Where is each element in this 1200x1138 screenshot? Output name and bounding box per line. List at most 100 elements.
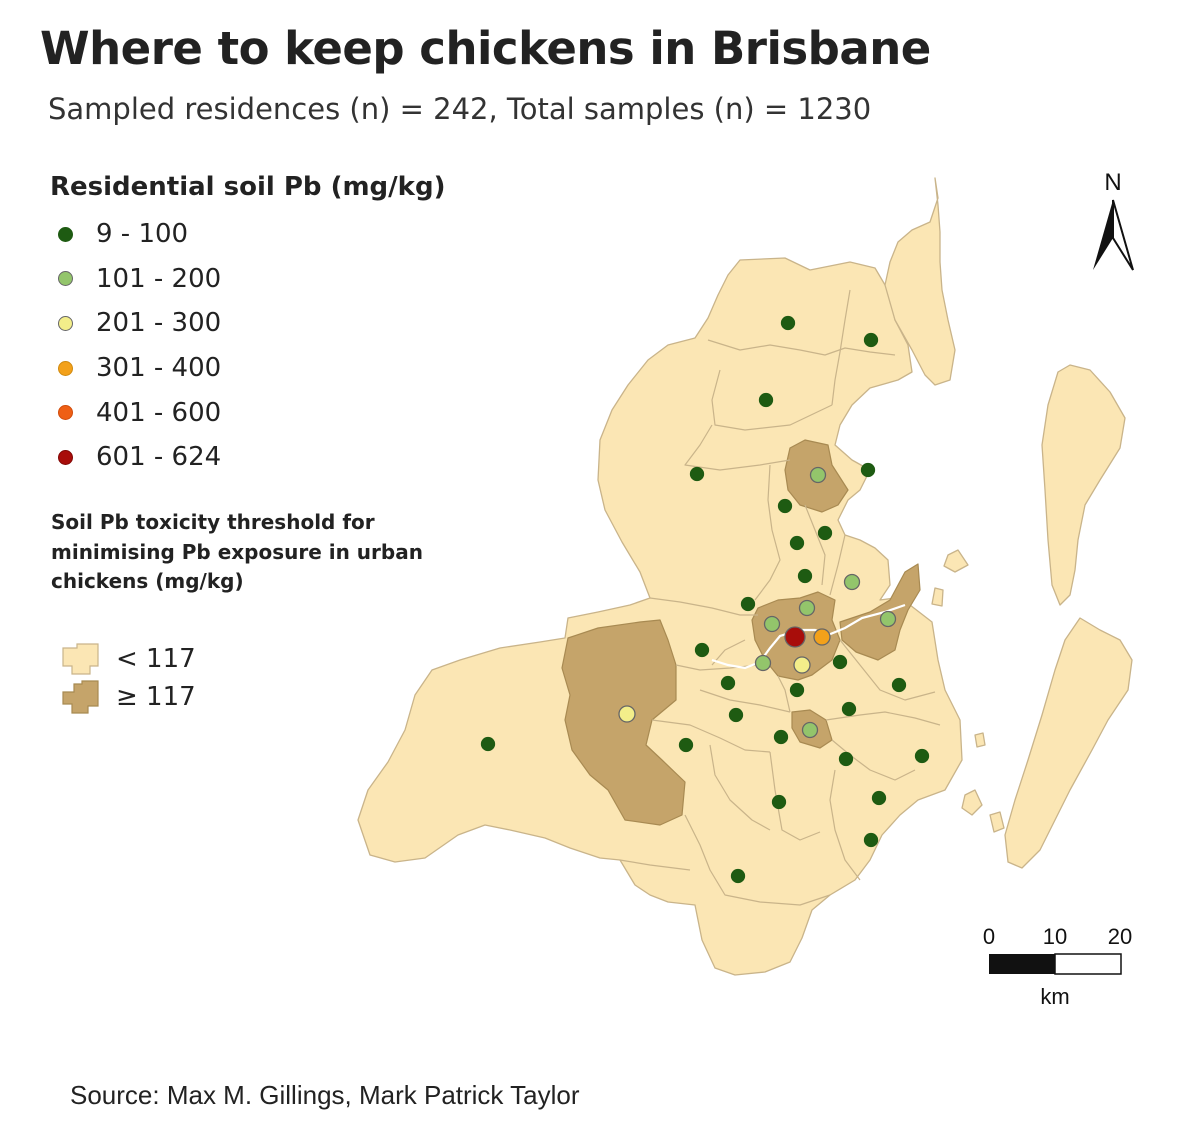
sample-point [871, 790, 887, 806]
sample-point [754, 654, 772, 672]
sample-point [773, 729, 789, 745]
sample-point [730, 868, 746, 884]
sample-point [784, 626, 806, 648]
scale-bar-white [1054, 953, 1122, 975]
sample-point [879, 610, 897, 628]
legend-dot-401-600 [58, 405, 73, 421]
mainland-region [357, 257, 963, 976]
threshold-legend-title: Soil Pb toxicity threshold for minimisin… [51, 510, 423, 593]
legend-label: 9 - 100 [96, 219, 189, 250]
map-title: Where to keep chickens in Brisbane [40, 22, 931, 75]
boundary [675, 664, 759, 671]
legend-dot-201-300 [58, 315, 73, 331]
sample-point [740, 596, 756, 612]
legend-item-101-200: 101 - 200 [58, 257, 221, 302]
suburb-boundaries [619, 289, 941, 906]
sample-point [618, 705, 636, 723]
boundary [754, 464, 781, 601]
legend-dot-101-200 [58, 271, 73, 287]
sample-point [817, 525, 833, 541]
sample-point [891, 677, 907, 693]
sample-point [798, 599, 816, 617]
boundary [769, 751, 821, 841]
boundary [684, 814, 831, 906]
north-label: N [1104, 169, 1121, 196]
threshold-legend: < 117 ≥ 117 [60, 640, 196, 716]
moreton-island-region [1041, 364, 1126, 606]
sample-point [777, 498, 793, 514]
sample-point [789, 682, 805, 698]
sample-point [480, 736, 496, 752]
sample-point [758, 392, 774, 408]
sample-points [480, 315, 930, 884]
boundary [707, 339, 896, 356]
boundary [839, 639, 936, 701]
boundary [831, 739, 916, 781]
above-threshold-swatch [62, 680, 99, 714]
bay-island [931, 587, 944, 607]
sample-point [678, 737, 694, 753]
boundary [651, 719, 771, 753]
legend-item-201-300: 201 - 300 [58, 301, 221, 346]
legend-item-below-threshold: < 117 [60, 640, 196, 678]
sample-point [728, 707, 744, 723]
sample-point [797, 568, 813, 584]
land-regions [357, 177, 1133, 976]
bay-island [943, 549, 969, 573]
sample-point [863, 332, 879, 348]
source-credit: Source: Max M. Gillings, Mark Patrick Ta… [70, 1080, 580, 1110]
legend-label: 101 - 200 [96, 263, 222, 294]
legend-dot-301-400 [58, 360, 73, 376]
boundary [649, 597, 758, 616]
sample-point [914, 748, 930, 764]
scale-bar-black [989, 954, 1055, 974]
legend-label: ≥ 117 [116, 682, 196, 712]
west-above-threshold-region [561, 619, 686, 826]
boundary [711, 369, 833, 431]
above-threshold-regions [561, 439, 921, 826]
sample-point [813, 628, 831, 646]
legend-item-9-100: 9 - 100 [58, 212, 221, 257]
sample-point [694, 642, 710, 658]
boundary [831, 289, 851, 406]
below-threshold-swatch [62, 643, 99, 675]
map-subtitle: Sampled residences (n) = 242, Total samp… [48, 92, 872, 126]
sample-point [793, 656, 811, 674]
boundary [804, 504, 826, 586]
soil-pb-legend: 9 - 100 101 - 200 201 - 300 301 - 400 40… [58, 212, 221, 480]
bay-island [961, 789, 983, 816]
sample-point [860, 462, 876, 478]
boundary [825, 711, 941, 726]
sample-point [780, 315, 796, 331]
east-above-threshold-region [839, 563, 921, 661]
boundary [711, 639, 746, 666]
sample-point [771, 794, 787, 810]
soil-pb-legend-title: Residential soil Pb (mg/kg) [50, 172, 446, 202]
boundary [619, 859, 691, 871]
boundary [709, 744, 771, 831]
scale-unit: km [1040, 984, 1069, 1009]
legend-item-above-threshold: ≥ 117 [60, 678, 196, 716]
sample-point [832, 654, 848, 670]
legend-item-301-400: 301 - 400 [58, 346, 221, 391]
sample-point [841, 701, 857, 717]
boundary [829, 769, 861, 881]
bay-island [989, 811, 1005, 833]
sample-point [863, 832, 879, 848]
sample-point [789, 535, 805, 551]
sample-point [763, 615, 781, 633]
sample-point [720, 675, 736, 691]
boundary [777, 675, 791, 713]
legend-dot-9-100 [58, 226, 73, 242]
sample-point [801, 721, 819, 739]
bribie-island-region [884, 177, 956, 386]
legend-label: < 117 [116, 644, 196, 674]
legend-label: 401 - 600 [96, 397, 222, 428]
sample-point [838, 751, 854, 767]
boundary [829, 534, 846, 596]
legend-item-601-624: 601 - 624 [58, 435, 221, 480]
sample-point [689, 466, 705, 482]
scale-bar: 0 10 20 km [983, 924, 1132, 1009]
boundary [699, 689, 791, 713]
